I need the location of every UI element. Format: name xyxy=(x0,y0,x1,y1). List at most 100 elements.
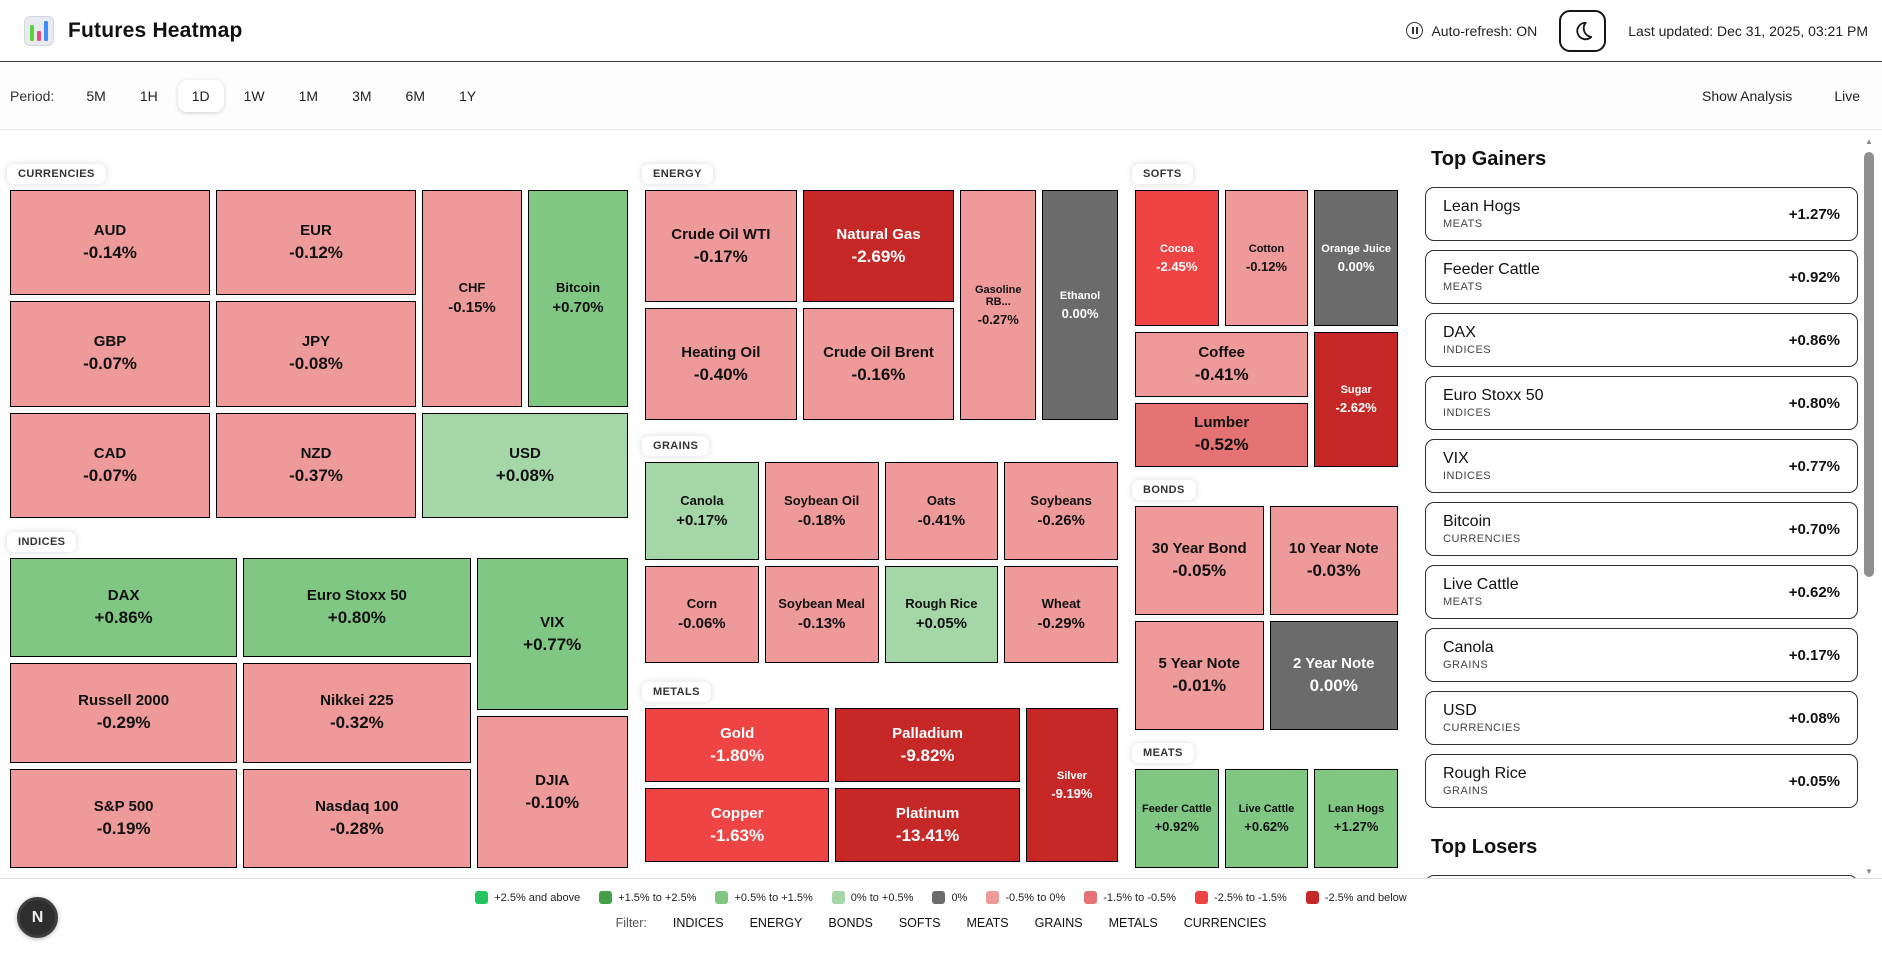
heatmap-cell-chf[interactable]: CHF -0.15% xyxy=(422,190,522,407)
period-button-1w[interactable]: 1W xyxy=(230,80,279,112)
legend-item: +0.5% to +1.5% xyxy=(715,891,813,904)
filter-item-softs[interactable]: SOFTS xyxy=(898,916,941,930)
heatmap-cell-30-year-bond[interactable]: 30 Year Bond -0.05% xyxy=(1135,506,1264,615)
period-button-1h[interactable]: 1H xyxy=(126,80,172,112)
heatmap-cell-live-cattle[interactable]: Live Cattle +0.62% xyxy=(1224,769,1309,868)
gainer-list-item[interactable]: Canola GRAINS +0.17% xyxy=(1425,628,1858,682)
heatmap-cell-sugar[interactable]: Sugar -2.62% xyxy=(1314,332,1398,467)
scroll-up-arrow-icon[interactable]: ▲ xyxy=(1865,136,1873,146)
heatmap-cell-dax[interactable]: DAX +0.86% xyxy=(10,558,238,658)
heatmap-cell-lumber[interactable]: Lumber -0.52% xyxy=(1135,402,1309,467)
heatmap-cell-platinum[interactable]: Platinum -13.41% xyxy=(835,788,1020,862)
gainer-list-item[interactable]: VIX INDICES +0.77% xyxy=(1425,439,1858,493)
period-button-1d[interactable]: 1D xyxy=(177,79,224,112)
legend-swatch xyxy=(1084,891,1098,904)
heatmap-cell-silver[interactable]: Silver -9.19% xyxy=(1025,708,1118,862)
dark-mode-toggle-button[interactable] xyxy=(1559,9,1607,52)
heatmap-cell-crude-oil-wti[interactable]: Crude Oil WTI -0.17% xyxy=(645,190,797,302)
heatmap-cell-palladium[interactable]: Palladium -9.82% xyxy=(835,708,1020,782)
heatmap-cell-orange-juice[interactable]: Orange Juice 0.00% xyxy=(1314,190,1398,326)
live-button[interactable]: Live xyxy=(1834,87,1860,104)
heatmap-cell-rough-rice[interactable]: Rough Rice +0.05% xyxy=(884,565,999,663)
heatmap-cell-crude-oil-brent[interactable]: Crude Oil Brent -0.16% xyxy=(802,308,955,420)
heatmap-cell-canola[interactable]: Canola +0.17% xyxy=(645,462,759,560)
heatmap-cell-soybean-meal[interactable]: Soybean Meal -0.13% xyxy=(764,565,879,663)
section-label-indices: INDICES xyxy=(7,532,77,552)
heatmap-cell-cotton[interactable]: Cotton -0.12% xyxy=(1224,190,1309,326)
filter-label: Filter: xyxy=(615,916,647,930)
heatmap-cell-corn[interactable]: Corn -0.06% xyxy=(645,565,759,663)
heatmap-cell-2-year-note[interactable]: 2 Year Note 0.00% xyxy=(1269,621,1398,730)
filter-item-bonds[interactable]: BONDS xyxy=(828,916,873,930)
legend-footer: +2.5% and above +1.5% to +2.5% +0.5% to … xyxy=(0,878,1882,953)
section-label-meats: MEATS xyxy=(1132,743,1194,763)
period-toolbar: Period: 5M 1H 1D 1W 1M 3M 6M 1Y Show Ana… xyxy=(0,62,1882,130)
filter-item-metals[interactable]: METALS xyxy=(1108,916,1158,930)
gainer-list-item[interactable]: DAX INDICES +0.86% xyxy=(1425,313,1858,367)
filter-item-energy[interactable]: ENERGY xyxy=(749,916,803,930)
heatmap-cell-usd[interactable]: USD +0.08% xyxy=(422,412,628,518)
gainer-list-item[interactable]: Euro Stoxx 50 INDICES +0.80% xyxy=(1425,376,1858,430)
vertical-scrollbar[interactable]: ▲ ▼ xyxy=(1861,134,1877,878)
heatmap-cell-heating-oil[interactable]: Heating Oil -0.40% xyxy=(645,308,797,420)
heatmap-cell-sp-500[interactable]: S&P 500 -0.19% xyxy=(10,768,238,868)
top-gainers-title: Top Gainers xyxy=(1431,148,1547,170)
show-analysis-button[interactable]: Show Analysis xyxy=(1702,87,1793,104)
filter-item-meats[interactable]: MEATS xyxy=(966,916,1009,930)
gainer-list-item[interactable]: USD CURRENCIES +0.08% xyxy=(1425,691,1858,745)
period-button-1m[interactable]: 1M xyxy=(285,80,332,112)
period-button-6m[interactable]: 6M xyxy=(392,80,439,112)
heatmap-cell-5-year-note[interactable]: 5 Year Note -0.01% xyxy=(1135,621,1264,730)
filter-item-currencies[interactable]: CURRENCIES xyxy=(1183,916,1267,930)
filter-item-grains[interactable]: GRAINS xyxy=(1034,916,1083,930)
heatmap-cell-feeder-cattle[interactable]: Feeder Cattle +0.92% xyxy=(1135,769,1219,868)
filter-item-indices[interactable]: INDICES xyxy=(672,916,724,930)
heatmap-cell-cocoa[interactable]: Cocoa -2.45% xyxy=(1135,190,1219,326)
heatmap-cell-russell-2000[interactable]: Russell 2000 -0.29% xyxy=(10,663,238,763)
section-currencies: CURRENCIES AUD -0.14% EUR -0.12% CHF -0.15%… xyxy=(7,164,628,518)
section-indices: INDICES DAX +0.86% Euro Stoxx 50 +0.80% VI… xyxy=(7,532,628,868)
heatmap-cell-natural-gas[interactable]: Natural Gas -2.69% xyxy=(802,190,955,302)
heatmap-cell-nzd[interactable]: NZD -0.37% xyxy=(216,412,416,518)
scroll-down-arrow-icon[interactable]: ▼ xyxy=(1865,866,1873,876)
floating-n-button[interactable]: N xyxy=(17,897,58,938)
heatmap-cell-euro-stoxx-50[interactable]: Euro Stoxx 50 +0.80% xyxy=(243,558,471,658)
heatmap-cell-vix[interactable]: VIX +0.77% xyxy=(476,558,628,710)
top-losers-title: Top Losers xyxy=(1431,836,1538,858)
legend-swatch xyxy=(715,891,729,904)
heatmap-cell-soybeans[interactable]: Soybeans -0.26% xyxy=(1004,462,1118,560)
app-header: Futures Heatmap Auto-refresh: ON Last up… xyxy=(0,0,1882,62)
gainer-list-item[interactable]: Live Cattle MEATS +0.62% xyxy=(1425,565,1858,619)
heatmap-cell-lean-hogs[interactable]: Lean Hogs +1.27% xyxy=(1314,769,1398,868)
heatmap-cell-gbp[interactable]: GBP -0.07% xyxy=(10,301,210,407)
heatmap-cell-gold[interactable]: Gold -1.80% xyxy=(645,708,830,782)
gainer-list-item[interactable]: Bitcoin CURRENCIES +0.70% xyxy=(1425,502,1858,556)
heatmap-cell-bitcoin[interactable]: Bitcoin +0.70% xyxy=(528,190,628,407)
heatmap-cell-nikkei-225[interactable]: Nikkei 225 -0.32% xyxy=(243,663,471,763)
heatmap-cell-soybean-oil[interactable]: Soybean Oil -0.18% xyxy=(764,462,879,560)
heatmap-cell-10-year-note[interactable]: 10 Year Note -0.03% xyxy=(1269,506,1398,615)
heatmap-cell-eur[interactable]: EUR -0.12% xyxy=(216,190,416,296)
heatmap-cell-wheat[interactable]: Wheat -0.29% xyxy=(1004,565,1118,663)
period-button-1y[interactable]: 1Y xyxy=(445,80,490,112)
bar-chart-logo-icon xyxy=(24,15,54,46)
period-button-3m[interactable]: 3M xyxy=(338,80,385,112)
gainer-list-item[interactable]: Rough Rice GRAINS +0.05% xyxy=(1425,754,1858,808)
heatmap-cell-coffee[interactable]: Coffee -0.41% xyxy=(1135,332,1309,397)
scrollbar-thumb[interactable] xyxy=(1864,152,1874,577)
period-label: Period: xyxy=(10,87,55,104)
period-button-5m[interactable]: 5M xyxy=(72,80,119,112)
heatmap-cell-gasoline-rb[interactable]: Gasoline RB... -0.27% xyxy=(960,190,1037,420)
gainer-list-item[interactable]: Feeder Cattle MEATS +0.92% xyxy=(1425,250,1858,304)
heatmap-cell-djia[interactable]: DJIA -0.10% xyxy=(476,716,628,868)
auto-refresh-toggle[interactable]: Auto-refresh: ON xyxy=(1406,22,1537,39)
heatmap-cell-aud[interactable]: AUD -0.14% xyxy=(10,190,210,296)
heatmap-cell-oats[interactable]: Oats -0.41% xyxy=(884,462,999,560)
heatmap-cell-ethanol[interactable]: Ethanol 0.00% xyxy=(1042,190,1118,420)
heatmap-cell-copper[interactable]: Copper -1.63% xyxy=(645,788,830,862)
heatmap-cell-nasdaq-100[interactable]: Nasdaq 100 -0.28% xyxy=(243,768,471,868)
gainer-list-item[interactable]: Lean Hogs MEATS +1.27% xyxy=(1425,187,1858,241)
heatmap-cell-cad[interactable]: CAD -0.07% xyxy=(10,412,210,518)
color-legend: +2.5% and above +1.5% to +2.5% +0.5% to … xyxy=(0,879,1882,904)
heatmap-cell-jpy[interactable]: JPY -0.08% xyxy=(216,301,416,407)
